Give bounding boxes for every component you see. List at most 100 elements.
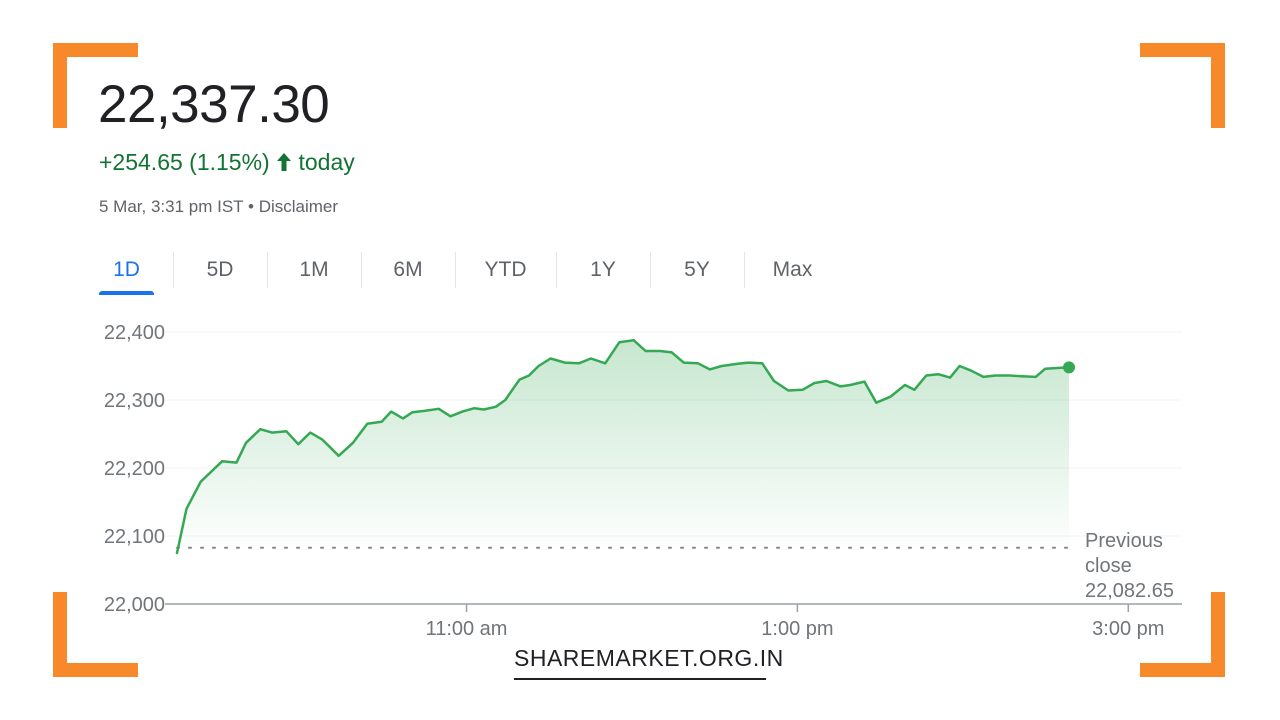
data-point[interactable] — [266, 427, 278, 439]
data-point[interactable] — [333, 450, 345, 462]
tab-ytd[interactable]: YTD — [484, 258, 527, 281]
data-point[interactable] — [171, 547, 183, 559]
tab-1y[interactable]: 1Y — [590, 258, 616, 281]
data-point[interactable] — [376, 416, 388, 428]
data-point[interactable] — [1039, 363, 1051, 375]
price-line — [175, 338, 1071, 555]
price-area-fill — [177, 340, 1069, 553]
tab-5y[interactable]: 5Y — [684, 258, 710, 281]
x-tick-label: 1:00 pm — [761, 618, 833, 640]
data-point[interactable] — [533, 360, 545, 372]
data-point[interactable] — [920, 370, 932, 382]
data-point[interactable] — [716, 360, 728, 372]
tab-divider — [267, 252, 268, 288]
data-point[interactable] — [782, 384, 794, 396]
data-point[interactable] — [195, 476, 207, 488]
tab-divider — [744, 252, 745, 288]
data-point[interactable] — [1004, 370, 1016, 382]
tab-divider — [361, 252, 362, 288]
y-tick-label: 22,200 — [104, 458, 165, 480]
data-point[interactable] — [385, 406, 397, 418]
data-point[interactable] — [989, 370, 1001, 382]
data-point[interactable] — [858, 376, 870, 388]
data-point[interactable] — [347, 437, 359, 449]
data-point[interactable] — [456, 406, 468, 418]
quote-timestamp: 5 Mar, 3:31 pm IST — [99, 197, 244, 216]
arrow-up-icon — [276, 151, 292, 178]
data-point[interactable] — [628, 334, 640, 346]
disclaimer-link[interactable]: Disclaimer — [258, 197, 339, 216]
data-point[interactable] — [254, 423, 266, 435]
data-point[interactable] — [573, 357, 585, 369]
data-point[interactable] — [965, 365, 977, 377]
tab-divider — [650, 252, 651, 288]
current-price: 22,337.30 — [98, 75, 330, 134]
data-point[interactable] — [654, 345, 666, 357]
data-point[interactable] — [820, 375, 832, 387]
data-point[interactable] — [908, 384, 920, 396]
data-point[interactable] — [870, 397, 882, 409]
data-point[interactable] — [316, 433, 328, 445]
data-point[interactable] — [599, 357, 611, 369]
data-point[interactable] — [304, 427, 316, 439]
data-point[interactable] — [585, 353, 597, 365]
tab-1d[interactable]: 1D — [80, 250, 173, 295]
tab-divider — [455, 252, 456, 288]
data-point[interactable] — [640, 345, 652, 357]
change-period: today — [298, 149, 355, 175]
data-point[interactable] — [932, 368, 944, 380]
data-point[interactable] — [181, 503, 193, 515]
data-point[interactable] — [742, 357, 754, 369]
previous-close-line1: Previous — [1085, 530, 1163, 552]
y-tick-label: 22,400 — [104, 322, 165, 344]
corner-frame-bottom-left — [53, 592, 138, 677]
data-point[interactable] — [292, 438, 304, 450]
data-point[interactable] — [797, 384, 809, 396]
y-tick-label: 22,100 — [104, 526, 165, 548]
data-point[interactable] — [478, 404, 490, 416]
data-point[interactable] — [1051, 362, 1063, 374]
data-point[interactable] — [944, 372, 956, 384]
data-point[interactable] — [418, 405, 430, 417]
data-point[interactable] — [613, 336, 625, 348]
data-point[interactable] — [280, 425, 292, 437]
data-point[interactable] — [885, 391, 897, 403]
data-point[interactable] — [230, 457, 242, 469]
data-point[interactable] — [433, 403, 445, 415]
data-point[interactable] — [704, 363, 716, 375]
data-point[interactable] — [678, 357, 690, 369]
y-tick-label: 22,000 — [104, 594, 165, 616]
data-point[interactable] — [406, 406, 418, 418]
data-point[interactable] — [666, 346, 678, 358]
y-tick-label: 22,300 — [104, 390, 165, 412]
data-point[interactable] — [240, 437, 252, 449]
corner-frame-top-left — [53, 43, 138, 128]
data-point[interactable] — [756, 357, 768, 369]
tab-6m[interactable]: 6M — [393, 258, 423, 281]
data-point[interactable] — [977, 371, 989, 383]
data-point[interactable] — [216, 455, 228, 467]
tab-1m[interactable]: 1M — [299, 258, 329, 281]
data-point[interactable] — [499, 394, 511, 406]
data-point[interactable] — [544, 353, 556, 365]
tab-max[interactable]: Max — [772, 258, 813, 281]
data-point[interactable] — [768, 375, 780, 387]
data-point[interactable] — [559, 357, 571, 369]
tab-5d[interactable]: 5D — [206, 258, 234, 281]
data-point[interactable] — [692, 357, 704, 369]
data-point[interactable] — [808, 377, 820, 389]
data-point[interactable] — [523, 370, 535, 382]
x-tick-label: 3:00 pm — [1092, 618, 1164, 640]
previous-close-value: 22,082.65 — [1085, 580, 1174, 602]
last-price-dot[interactable] — [1063, 361, 1075, 374]
data-point[interactable] — [1015, 370, 1027, 382]
price-change: +254.65 (1.15%) today — [99, 149, 355, 178]
data-point[interactable] — [445, 410, 457, 422]
data-point[interactable] — [730, 358, 742, 370]
data-point[interactable] — [954, 360, 966, 372]
data-point[interactable] — [361, 418, 373, 430]
previous-close-line2: close — [1085, 555, 1132, 577]
data-point[interactable] — [1030, 371, 1042, 383]
data-point[interactable] — [844, 379, 856, 391]
